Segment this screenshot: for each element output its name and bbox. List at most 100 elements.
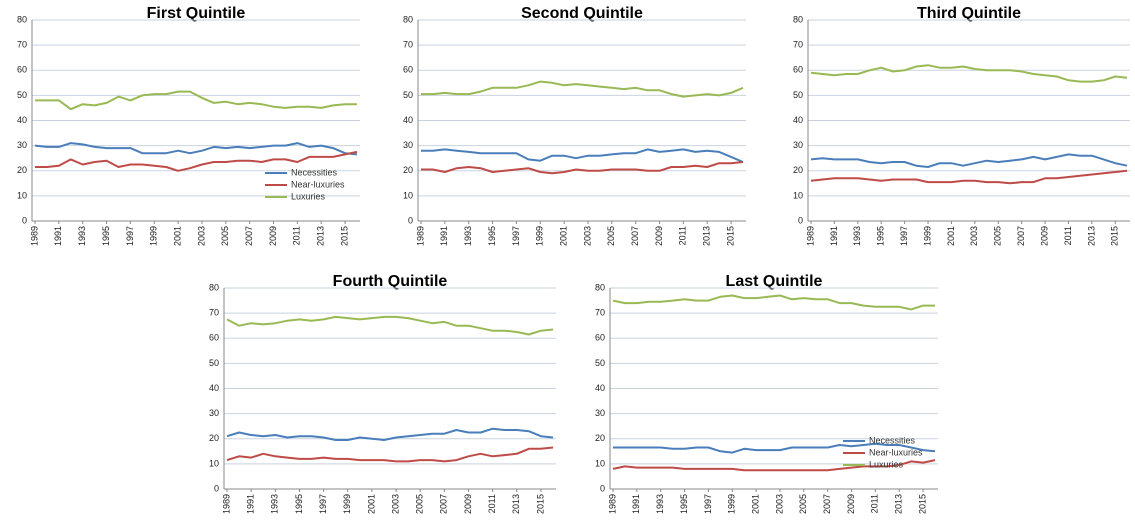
x-tick-label: 1995: [487, 226, 497, 246]
x-tick-label: 1989: [29, 226, 39, 246]
legend-label: Luxuries: [869, 459, 904, 469]
chart-title: First Quintile: [147, 5, 246, 22]
y-tick-label: 20: [595, 433, 605, 443]
y-tick-label: 0: [22, 215, 27, 225]
x-tick-label: 1989: [415, 226, 425, 246]
x-tick-label: 1993: [655, 494, 665, 514]
x-tick-label: 2001: [946, 226, 956, 246]
x-tick-label: 1995: [101, 226, 111, 246]
y-tick-label: 10: [403, 190, 413, 200]
x-tick-label: 2005: [415, 494, 425, 514]
x-tick-label: 1993: [852, 226, 862, 246]
y-tick-label: 20: [17, 165, 27, 175]
x-tick-label: 2009: [1039, 226, 1049, 246]
x-tick-label: 2013: [702, 226, 712, 246]
x-tick-label: 2011: [870, 494, 880, 513]
x-tick-label: 2001: [750, 494, 760, 514]
x-tick-label: 2009: [846, 494, 856, 514]
y-tick-label: 30: [17, 140, 27, 150]
series-line: [810, 169, 1128, 185]
y-tick-label: 70: [403, 40, 413, 50]
x-tick-label: 2015: [725, 226, 735, 246]
y-tick-label: 60: [403, 65, 413, 75]
subplot: Last Quintile 0 10 20 30 40 50 60 70 80 1989 1991 19…: [595, 273, 938, 514]
x-tick-label: 1989: [221, 494, 231, 514]
y-tick-label: 40: [17, 115, 27, 125]
y-tick-label: 20: [209, 433, 219, 443]
series-line: [35, 90, 357, 111]
legend: Necessities Near-luxuries Luxuries: [265, 167, 345, 201]
y-tick-label: 50: [17, 90, 27, 100]
y-tick-label: 0: [214, 483, 219, 493]
chart-title: Third Quintile: [917, 5, 1021, 22]
series-line: [810, 64, 1128, 83]
x-tick-label: 1999: [149, 226, 159, 246]
y-tick-label: 50: [403, 90, 413, 100]
x-tick-label: 2009: [654, 226, 664, 246]
x-tick-label: 1997: [703, 494, 713, 514]
y-tick-label: 50: [209, 358, 219, 368]
y-tick-label: 40: [595, 383, 605, 393]
x-tick-label: 1999: [342, 494, 352, 514]
subplot: Fourth Quintile 0 10 20 30 40 50 60 70 80 1989 1991…: [209, 273, 556, 514]
y-tick-label: 30: [595, 408, 605, 418]
subplot: First Quintile 0 10 20 30 40 50 60 70 80 1989 1991 1…: [17, 5, 360, 246]
x-tick-label: 1993: [270, 494, 280, 514]
series-line: [226, 315, 554, 336]
x-tick-label: 2003: [390, 494, 400, 514]
x-tick-label: 1991: [246, 494, 256, 514]
x-tick-label: 1993: [463, 226, 473, 246]
y-tick-label: 10: [17, 190, 27, 200]
x-tick-label: 1991: [53, 226, 63, 246]
legend: Necessities Near-luxuries Luxuries: [843, 435, 923, 469]
y-tick-label: 0: [600, 483, 605, 493]
x-tick-label: 2011: [487, 494, 497, 513]
legend-label: Necessities: [291, 167, 338, 177]
x-tick-label: 1997: [899, 226, 909, 246]
y-tick-label: 80: [595, 282, 605, 292]
y-tick-label: 80: [209, 282, 219, 292]
x-tick-label: 2011: [678, 226, 688, 245]
x-tick-label: 2001: [366, 494, 376, 514]
x-tick-label: 1997: [125, 226, 135, 246]
x-tick-label: 1999: [535, 226, 545, 246]
series-line: [226, 446, 554, 463]
subplot: Second Quintile 0 10 20 30 40 50 60 70 80 1989 1991…: [403, 5, 746, 246]
x-tick-label: 1993: [77, 226, 87, 246]
series-line: [226, 427, 554, 441]
x-tick-label: 2007: [630, 226, 640, 246]
series-line: [612, 294, 935, 311]
x-tick-label: 1991: [439, 226, 449, 246]
y-tick-label: 50: [793, 90, 803, 100]
y-tick-label: 40: [793, 115, 803, 125]
legend-label: Near-luxuries: [869, 447, 923, 457]
y-tick-label: 70: [17, 40, 27, 50]
x-tick-label: 2011: [292, 226, 302, 245]
x-tick-label: 2009: [268, 226, 278, 246]
x-tick-label: 1997: [318, 494, 328, 514]
x-tick-label: 1991: [631, 494, 641, 514]
x-tick-label: 2005: [220, 226, 230, 246]
x-tick-label: 1995: [294, 494, 304, 514]
x-tick-label: 2003: [969, 226, 979, 246]
x-tick-label: 2011: [1063, 226, 1073, 245]
legend-label: Luxuries: [291, 191, 326, 201]
x-tick-label: 2001: [172, 226, 182, 246]
x-tick-label: 2005: [606, 226, 616, 246]
y-tick-label: 20: [793, 165, 803, 175]
series-line: [810, 153, 1128, 168]
y-tick-label: 70: [595, 308, 605, 318]
series-line: [613, 442, 936, 454]
y-tick-label: 60: [595, 333, 605, 343]
series-line: [612, 459, 936, 472]
y-tick-label: 80: [17, 14, 27, 24]
x-tick-label: 1995: [679, 494, 689, 514]
y-tick-label: 10: [209, 458, 219, 468]
y-tick-label: 20: [403, 165, 413, 175]
x-tick-label: 2007: [822, 494, 832, 514]
x-tick-label: 2015: [339, 226, 349, 246]
x-tick-label: 2009: [463, 494, 473, 514]
x-tick-label: 1989: [607, 494, 617, 514]
x-tick-label: 2005: [993, 226, 1003, 246]
